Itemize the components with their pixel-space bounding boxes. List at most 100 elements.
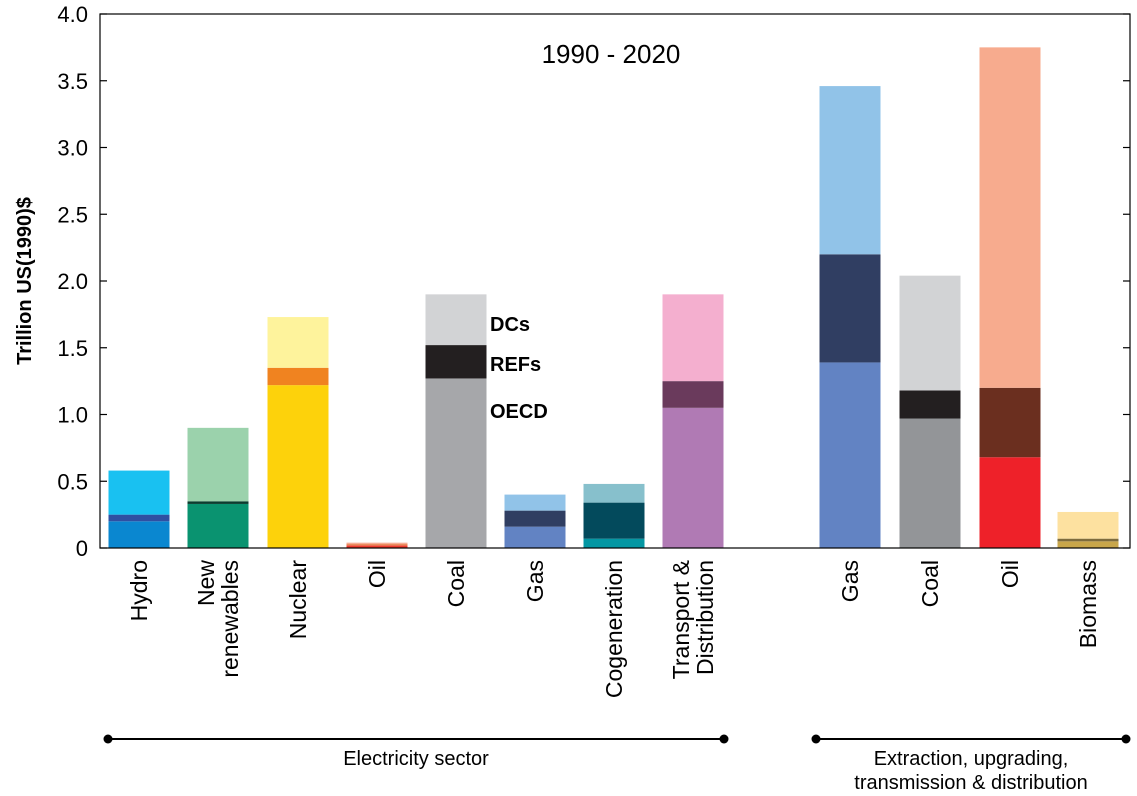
x-tick-label-line: renewables	[217, 560, 243, 678]
x-tick-label: Gas	[837, 560, 863, 602]
bar-stack	[819, 86, 881, 548]
x-tick-label-line: New	[193, 560, 219, 606]
bar-segment-dcs	[1057, 511, 1119, 539]
bar-segment-oecd	[108, 521, 170, 548]
x-tick-label: Oil	[364, 560, 390, 588]
bar-stack	[267, 317, 329, 548]
y-tick-label: 2.5	[57, 202, 88, 227]
x-tick-label-line: Gas	[522, 560, 548, 602]
x-tick-label: Nuclear	[285, 560, 311, 640]
x-tick-label: Hydro	[126, 560, 152, 621]
group-bracket-end	[719, 734, 729, 744]
x-tick-label: Gas	[522, 560, 548, 602]
bar-segment-dcs	[187, 427, 249, 502]
group-label-line: transmission & distribution	[854, 772, 1087, 794]
x-tick-label: Cogeneration	[601, 560, 627, 698]
y-tick-label: 0	[76, 536, 88, 561]
x-tick-label-line: Coal	[917, 560, 943, 607]
y-tick-label: 1.0	[57, 403, 88, 428]
x-axis-labels: Hydro Newrenewables Nuclear Oil Coal Gas Cogen…	[126, 560, 1101, 698]
bar-segment-refs	[187, 501, 249, 504]
x-tick-label-line: Oil	[364, 560, 390, 588]
bar-segment-oecd	[899, 418, 961, 548]
legend-label-dcs: DCs	[490, 314, 530, 336]
x-tick-label: Biomass	[1075, 560, 1101, 648]
bar-segment-oecd	[425, 378, 487, 548]
bar-segment-dcs	[583, 483, 645, 503]
group-label-line: Electricity sector	[343, 748, 489, 770]
y-tick-label: 4.0	[57, 2, 88, 27]
bar-segment-refs	[819, 254, 881, 363]
bar-segment-refs	[267, 367, 329, 386]
x-tick-label-line: Transport &	[668, 560, 694, 679]
bar-segment-oecd	[662, 407, 724, 548]
bar-segment-dcs	[267, 317, 329, 368]
group-label: Extraction, upgrading, transmission & dis…	[854, 748, 1087, 794]
y-tick-label: 1.5	[57, 336, 88, 361]
group-bracket-end	[1121, 734, 1131, 744]
bar-segment-refs	[662, 381, 724, 408]
bar-stack	[979, 47, 1041, 548]
legend-label-oecd: OECD	[490, 401, 548, 423]
y-tick-label: 2.0	[57, 269, 88, 294]
group-label-line: Extraction, upgrading,	[874, 748, 1069, 770]
group-bracket-end	[103, 734, 113, 744]
bar-segment-refs	[346, 543, 408, 546]
group-bracket-end	[811, 734, 821, 744]
bar-segment-oecd	[267, 385, 329, 548]
bar-segment-oecd	[1057, 541, 1119, 548]
x-tick-label-line: Hydro	[126, 560, 152, 621]
bar-segment-oecd	[504, 526, 566, 548]
x-tick-label-line: Coal	[443, 560, 469, 607]
bar-segment-oecd	[819, 362, 881, 548]
bar-segment-dcs	[979, 47, 1041, 388]
bar-segment-dcs	[504, 494, 566, 511]
bar-segment-refs	[108, 514, 170, 522]
x-tick-label: Coal	[443, 560, 469, 607]
x-tick-label: Transport &Distribution	[668, 560, 718, 679]
bar-stack	[899, 275, 961, 548]
group-label: Electricity sector	[343, 748, 489, 770]
x-tick-label-line: Gas	[837, 560, 863, 602]
bar-segment-dcs	[108, 470, 170, 515]
bar-segment-dcs	[425, 294, 487, 346]
y-axis-label: Trillion US(1990)$	[14, 197, 36, 365]
chart-title: 1990 - 2020	[542, 39, 681, 69]
plot-frame	[99, 13, 1131, 549]
bars	[108, 47, 1119, 548]
bar-segment-oecd	[979, 457, 1041, 548]
bar-stack	[108, 470, 170, 548]
bar-stack	[187, 427, 249, 548]
bar-segment-refs	[425, 345, 487, 379]
bar-segment-oecd	[583, 538, 645, 548]
x-tick-label-line: Oil	[997, 560, 1023, 588]
bar-segment-refs	[583, 502, 645, 539]
bar-stack	[425, 294, 487, 548]
x-tick-label: Oil	[997, 560, 1023, 588]
x-tick-label: Coal	[917, 560, 943, 607]
bar-segment-refs	[979, 387, 1041, 458]
bar-segment-refs	[899, 390, 961, 419]
bar-stack	[1057, 511, 1119, 548]
x-tick-label-line: Nuclear	[285, 560, 311, 640]
x-tick-label: Newrenewables	[193, 560, 243, 678]
bar-segment-dcs	[819, 86, 881, 255]
bar-segment-dcs	[899, 275, 961, 391]
bar-segment-oecd	[346, 545, 408, 548]
x-tick-label-line: Distribution	[692, 560, 718, 675]
bar-segment-refs	[504, 510, 566, 527]
bar-segment-dcs	[662, 294, 724, 382]
bar-segment-oecd	[187, 503, 249, 548]
x-tick-label-line: Biomass	[1075, 560, 1101, 648]
y-tick-label: 3.5	[57, 69, 88, 94]
bar-segment-refs	[1057, 538, 1119, 542]
y-tick-label: 0.5	[57, 469, 88, 494]
y-tick-label: 3.0	[57, 136, 88, 161]
bar-segment-dcs	[346, 542, 408, 544]
bar-stack	[662, 294, 724, 548]
bar-stack	[504, 494, 566, 548]
x-tick-label-line: Cogeneration	[601, 560, 627, 698]
bar-stack	[346, 542, 408, 548]
group-brackets: Electricity sector Extraction, upgrading,…	[103, 734, 1131, 794]
